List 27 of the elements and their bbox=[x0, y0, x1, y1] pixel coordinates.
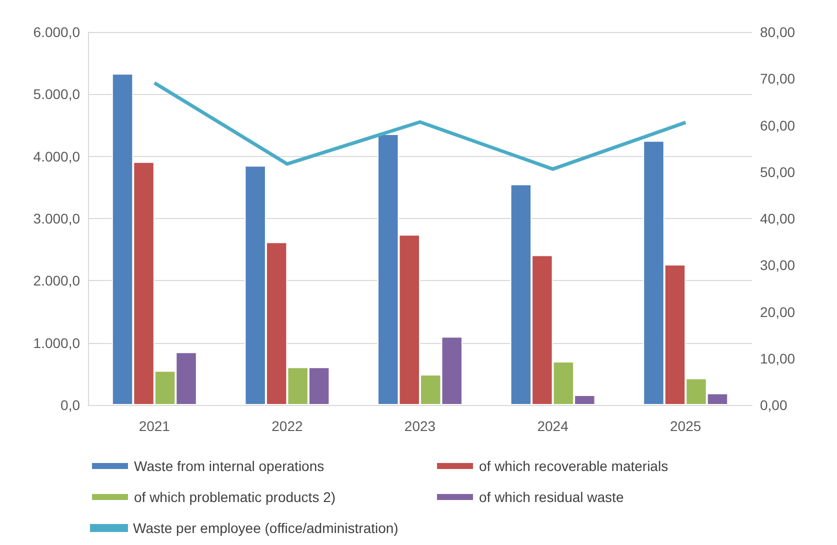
y-tick-label: 3.000,0 bbox=[33, 210, 80, 226]
y-tick-label: 6.000,0 bbox=[33, 24, 80, 40]
legend-label: Waste from internal operations bbox=[134, 458, 324, 474]
y-tick-label: 1.000,0 bbox=[33, 334, 80, 351]
legend-label: of which recoverable materials bbox=[479, 458, 668, 474]
y2-tick-label: 40,00 bbox=[760, 210, 796, 226]
y-tick-label: 0,0 bbox=[60, 397, 80, 413]
x-tick-label: 2023 bbox=[404, 418, 436, 434]
y-tick-label: 2.000,0 bbox=[33, 272, 80, 289]
y2-tick-label: 10,00 bbox=[760, 350, 796, 366]
x-tick-label: 2025 bbox=[670, 418, 702, 434]
y2-tick-label: 30,00 bbox=[760, 257, 796, 274]
line-series bbox=[152, 81, 688, 171]
x-tick-label: 2022 bbox=[272, 418, 303, 434]
legend-label: of which problematic products 2) bbox=[134, 489, 336, 505]
y-tick-label: 5.000,0 bbox=[33, 86, 80, 102]
legend-label: of which residual waste bbox=[479, 489, 624, 505]
y2-tick-label: 50,00 bbox=[760, 164, 796, 180]
x-tick-label: 2024 bbox=[537, 418, 569, 434]
legend-label: Waste per employee (office/administration) bbox=[133, 520, 398, 536]
x-tick-label: 2021 bbox=[138, 418, 170, 434]
y-tick-label: 4.000,0 bbox=[33, 148, 80, 164]
y2-tick-label: 0,00 bbox=[760, 397, 788, 413]
y2-tick-label: 20,00 bbox=[760, 304, 796, 320]
y2-tick-label: 80,00 bbox=[760, 24, 796, 40]
y2-tick-label: 60,00 bbox=[760, 117, 796, 134]
y2-tick-label: 70,00 bbox=[760, 70, 796, 87]
